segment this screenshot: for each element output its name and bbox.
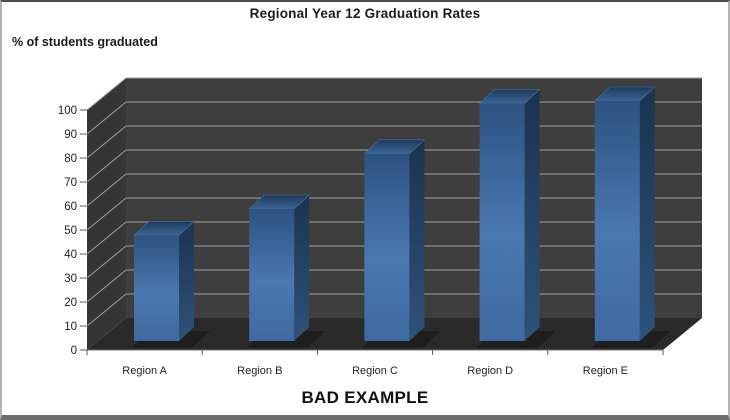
- bar-side-region-d: [524, 89, 540, 342]
- y-tick-label-20: 20: [64, 297, 77, 309]
- bar-side-region-c: [409, 139, 425, 341]
- y-tick-label-30: 30: [64, 273, 77, 285]
- bar-side-region-e: [639, 87, 655, 341]
- y-tick-label-70: 70: [64, 177, 77, 189]
- gridline-sidewall-10: [86, 293, 127, 327]
- y-tick-label-40: 40: [64, 249, 77, 261]
- gridline-sidewall-20: [86, 269, 127, 303]
- chart-title: Regional Year 12 Graduation Rates: [249, 6, 481, 21]
- x-label-region-d: Region D: [467, 365, 513, 377]
- x-label-region-b: Region B: [237, 365, 282, 377]
- bad-example-caption: BAD EXAMPLE: [301, 388, 429, 407]
- gridline-sidewall-100: [86, 77, 127, 111]
- gridline-sidewall-80: [86, 125, 127, 159]
- bar-region-d: [479, 103, 525, 342]
- gridline-sidewall-30: [86, 245, 127, 279]
- bar-region-a: [134, 235, 179, 341]
- x-label-region-e: Region E: [583, 365, 628, 377]
- y-tick-label-60: 60: [64, 201, 77, 213]
- y-tick-label-10: 10: [64, 321, 77, 333]
- y-tick-label-100: 100: [58, 105, 77, 117]
- x-label-region-c: Region C: [352, 365, 398, 377]
- bar-side-region-b: [294, 195, 310, 341]
- x-label-region-a: Region A: [122, 365, 167, 377]
- bar-region-c: [364, 153, 410, 341]
- y-tick-label-50: 50: [64, 225, 77, 237]
- gridline-sidewall-40: [86, 221, 127, 255]
- gridline-sidewall-60: [86, 173, 127, 207]
- gridline-sidewall-90: [86, 101, 127, 135]
- bar-region-e: [594, 101, 640, 341]
- bar-side-region-a: [179, 221, 194, 341]
- y-tick-label-80: 80: [64, 153, 77, 165]
- y-axis-title: % of students graduated: [12, 35, 158, 49]
- gridline-sidewall-70: [86, 149, 127, 183]
- gridline-sidewall-50: [86, 197, 127, 231]
- y-tick-label-0: 0: [71, 345, 77, 357]
- y-tick-label-90: 90: [64, 129, 77, 141]
- bar-region-b: [249, 209, 295, 341]
